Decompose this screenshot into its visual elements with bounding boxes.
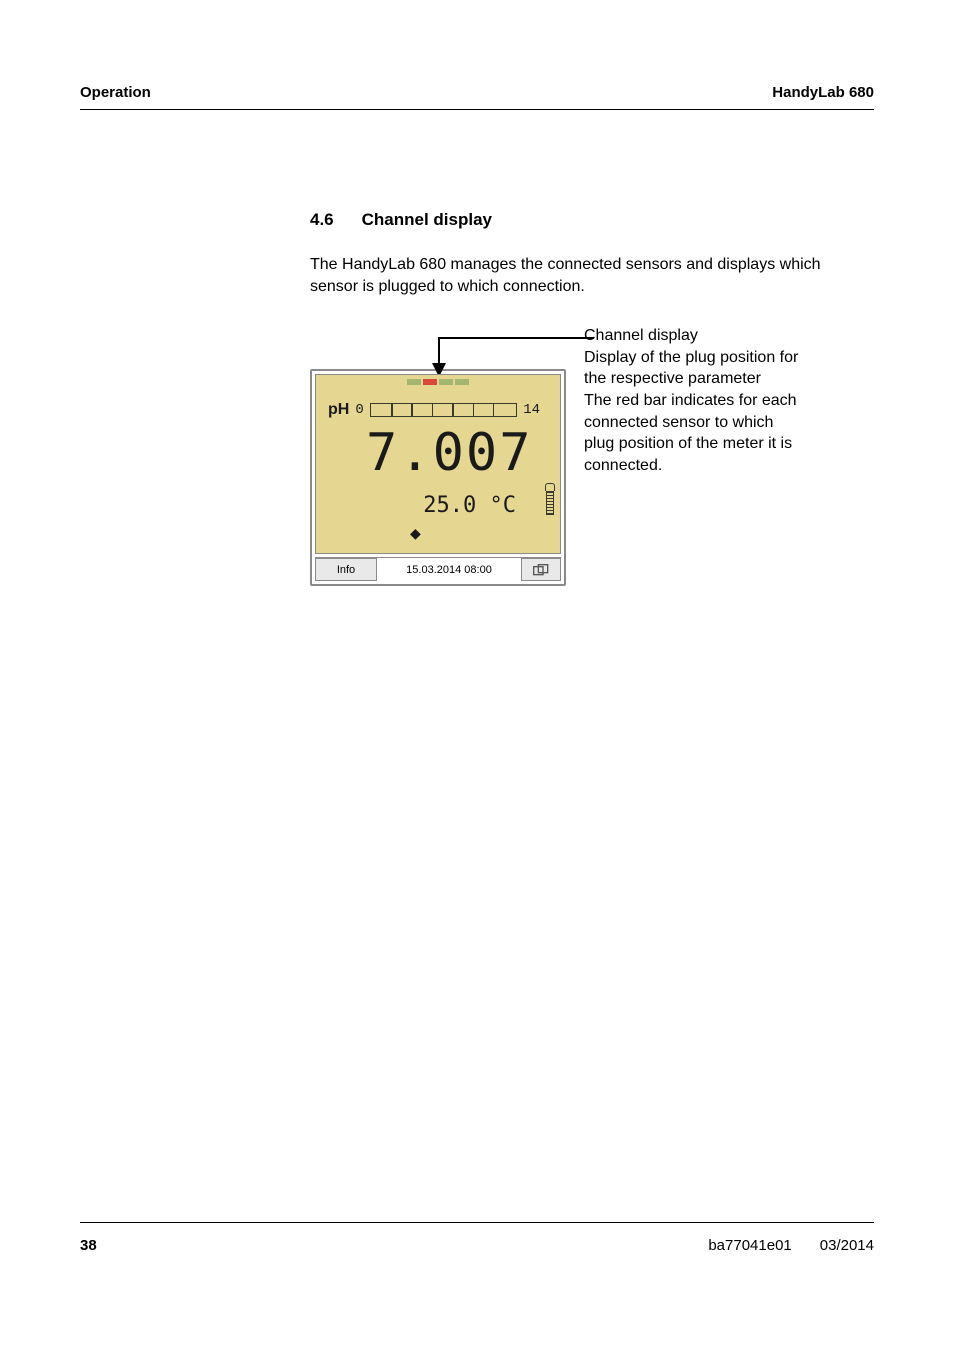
section-paragraph: The HandyLab 680 manages the connected s… [310, 254, 870, 297]
scale-tick [432, 404, 434, 416]
parameter-label: pH [328, 401, 349, 419]
scale-min: 0 [355, 402, 363, 418]
channel-segment [439, 379, 453, 385]
main-value: 7.007 [366, 423, 533, 483]
page-footer: 38 ba77041e01 03/2014 [80, 1222, 874, 1254]
figure-row: pH 0 14 7.007 [310, 325, 870, 586]
device-frame: pH 0 14 7.007 [310, 369, 566, 586]
header-right: HandyLab 680 [772, 84, 874, 101]
channel-segment [455, 379, 469, 385]
channel-indicator-bar [316, 379, 560, 385]
datetime-label: 15.03.2014 08:00 [377, 558, 521, 581]
scale-bar [370, 403, 517, 417]
device-wrapper: pH 0 14 7.007 [310, 325, 566, 586]
callout-line: Channel display [584, 325, 800, 347]
channel-segment-active [423, 379, 437, 385]
section-number: 4.6 [310, 210, 334, 230]
scale-tick [493, 404, 495, 416]
overlapping-windows-icon [533, 564, 549, 576]
scale-max: 14 [523, 402, 540, 418]
channel-segment [407, 379, 421, 385]
status-bar: Info 15.03.2014 08:00 [315, 557, 561, 581]
decimal-dot-icon: ◆ [410, 523, 421, 545]
header-left: Operation [80, 84, 151, 101]
footer-right: ba77041e01 03/2014 [708, 1237, 874, 1254]
scale-tick [452, 404, 454, 416]
page-header: Operation HandyLab 680 [80, 84, 874, 110]
scale-tick [473, 404, 475, 416]
scale-row: pH 0 14 [328, 401, 540, 419]
page-number: 38 [80, 1237, 97, 1254]
footer-docid: ba77041e01 [708, 1237, 791, 1254]
callout-line: The red bar indicates for each connected… [584, 390, 800, 476]
section-title-text: Channel display [362, 210, 492, 230]
arrow-horizontal-line [438, 337, 594, 339]
scale-tick [411, 404, 413, 416]
info-button[interactable]: Info [315, 558, 377, 581]
callout-line: Display of the plug position for the res… [584, 347, 800, 390]
sensor-cap-icon [545, 483, 555, 491]
page: Operation HandyLab 680 4.6 Channel displ… [0, 0, 954, 1350]
sensor-body-icon [546, 491, 554, 515]
window-toggle-button[interactable] [521, 558, 561, 581]
sensor-icon [544, 483, 556, 515]
temperature-value: 25.0 °C [423, 493, 516, 518]
section-heading: 4.6 Channel display [310, 210, 870, 230]
content-area: 4.6 Channel display The HandyLab 680 man… [310, 210, 870, 586]
callout-text: Channel display Display of the plug posi… [584, 325, 800, 476]
scale-tick [391, 404, 393, 416]
footer-date: 03/2014 [820, 1237, 874, 1254]
lcd-screen: pH 0 14 7.007 [315, 374, 561, 554]
